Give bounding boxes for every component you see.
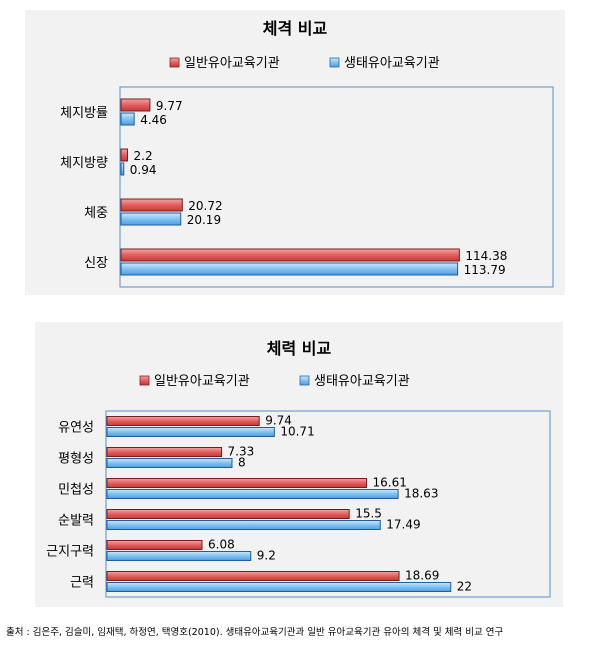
data-label: 9.77 bbox=[156, 99, 183, 113]
category-label: 신장 bbox=[84, 256, 108, 271]
data-label: 18.63 bbox=[404, 487, 438, 501]
category-label: 체중 bbox=[84, 206, 108, 221]
data-label: 6.08 bbox=[208, 538, 235, 552]
data-label: 4.46 bbox=[140, 113, 167, 127]
data-label: 8 bbox=[238, 456, 246, 470]
category-label: 민첩성 bbox=[58, 483, 94, 498]
legend-label-1: 일반유아교육기관 bbox=[184, 56, 280, 71]
bar-eco-4 bbox=[106, 520, 381, 530]
legend-swatch-2 bbox=[299, 375, 310, 386]
data-label: 0.94 bbox=[130, 163, 157, 177]
chart-title: 체격 비교 bbox=[263, 19, 328, 38]
bar-general-3 bbox=[120, 198, 183, 212]
legend-label-2: 생태유아교육기관 bbox=[314, 374, 410, 389]
bar-general-6 bbox=[106, 571, 400, 581]
data-label: 7.33 bbox=[228, 445, 255, 459]
bar-eco-5 bbox=[106, 551, 252, 561]
bar-eco-1 bbox=[106, 427, 275, 437]
data-label: 9.2 bbox=[257, 549, 276, 563]
chart-title: 체력 비교 bbox=[267, 339, 332, 358]
bar-general-3 bbox=[106, 478, 368, 488]
bar-eco-1 bbox=[120, 112, 135, 126]
data-label: 2.2 bbox=[134, 149, 153, 163]
legend-label-2: 생태유아교육기관 bbox=[344, 56, 440, 71]
bar-general-1 bbox=[106, 416, 260, 426]
data-label: 20.72 bbox=[188, 199, 222, 213]
plot-area-border bbox=[105, 410, 551, 598]
legend-label-1: 일반유아교육기관 bbox=[154, 374, 250, 389]
data-label: 22 bbox=[457, 580, 472, 594]
legend-swatch-2 bbox=[329, 57, 340, 68]
bar-eco-3 bbox=[106, 489, 399, 499]
bar-eco-2 bbox=[106, 458, 233, 468]
bar-general-4 bbox=[120, 248, 460, 262]
bar-eco-6 bbox=[106, 582, 452, 592]
data-label: 114.38 bbox=[465, 249, 507, 263]
bar-general-2 bbox=[106, 447, 223, 457]
category-label: 근력 bbox=[70, 576, 94, 591]
data-label: 20.19 bbox=[187, 213, 221, 227]
category-label: 체지방량 bbox=[60, 156, 108, 171]
data-label: 17.49 bbox=[386, 518, 420, 532]
bar-eco-2 bbox=[120, 162, 125, 176]
data-label: 18.69 bbox=[405, 569, 439, 583]
legend-swatch-1 bbox=[169, 57, 180, 68]
bar-eco-4 bbox=[120, 262, 459, 276]
data-label: 113.79 bbox=[464, 263, 506, 277]
category-label: 유연성 bbox=[58, 421, 94, 436]
legend-swatch-1 bbox=[139, 375, 150, 386]
plot-area-border bbox=[119, 86, 554, 288]
source-citation: 출처 : 김은주, 김슬미, 임재택, 하정연, 택영호(2010). 생태유아… bbox=[6, 627, 504, 638]
data-label: 10.71 bbox=[280, 425, 314, 439]
category-label: 근지구력 bbox=[46, 545, 94, 560]
data-label: 9.74 bbox=[265, 414, 292, 428]
category-label: 평형성 bbox=[58, 452, 94, 467]
bar-general-4 bbox=[106, 509, 350, 519]
bar-general-5 bbox=[106, 540, 203, 550]
data-label: 15.5 bbox=[355, 507, 382, 521]
category-label: 순발력 bbox=[58, 514, 94, 529]
bar-eco-3 bbox=[120, 212, 182, 226]
bar-general-1 bbox=[120, 98, 151, 112]
bar-general-2 bbox=[120, 148, 129, 162]
category-label: 체지방률 bbox=[60, 106, 108, 121]
data-label: 16.61 bbox=[373, 476, 407, 490]
